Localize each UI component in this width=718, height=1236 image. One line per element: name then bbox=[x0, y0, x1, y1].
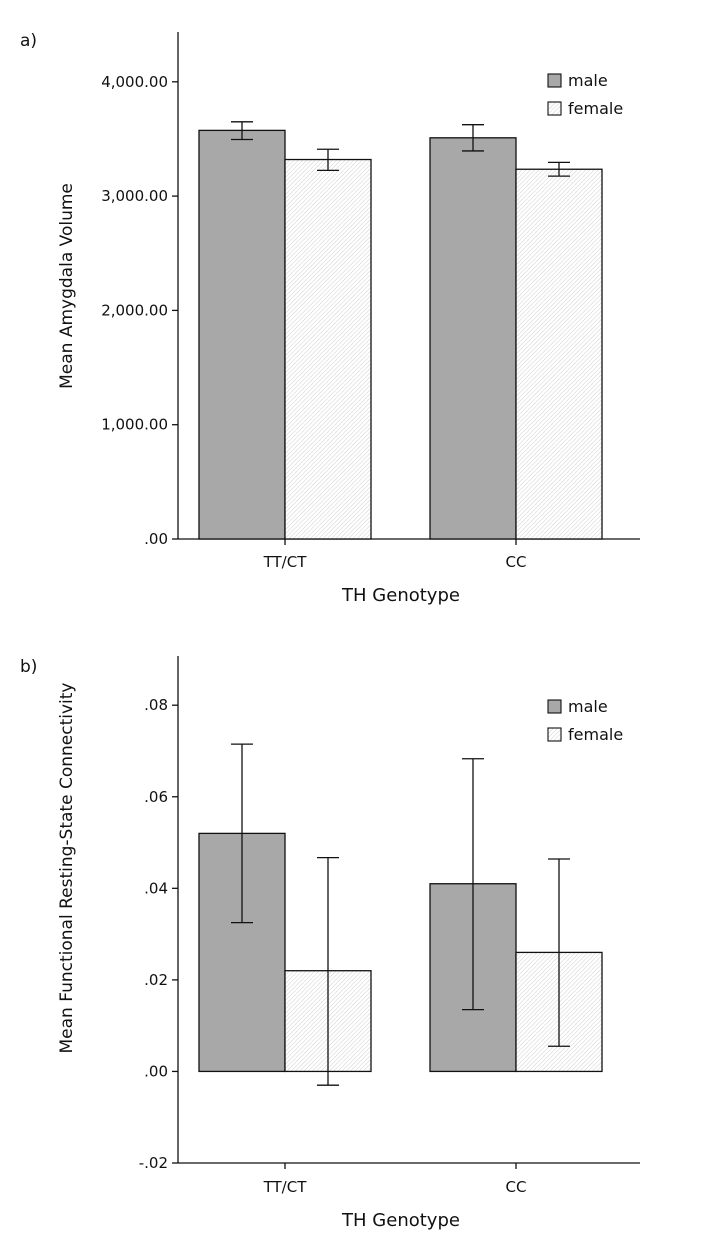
x-tick-label: CC bbox=[506, 553, 527, 571]
panel-label: a) bbox=[20, 31, 37, 51]
x-tick-label: TT/CT bbox=[263, 1178, 308, 1196]
y-tick-label: .04 bbox=[144, 879, 168, 897]
legend-swatch-male bbox=[547, 73, 562, 88]
x-axis-label: TH Genotype bbox=[341, 1210, 460, 1231]
y-tick-label: 4,000.00 bbox=[101, 73, 168, 91]
chart-panel-b: b) -.02 .00 .02 .04 .06 .08 Mean Functional Res… bbox=[20, 656, 640, 1231]
legend-swatch-female bbox=[547, 101, 562, 116]
y-tick-label: .00 bbox=[144, 1062, 168, 1080]
legend-label-male: male bbox=[568, 71, 608, 90]
x-tick-label: TT/CT bbox=[263, 553, 308, 571]
y-axis-label: Mean Amygdala Volume bbox=[57, 183, 77, 389]
chart-panel-a: a) .00 1,000.00 2,000.00 3,000.00 4,000.00 Mea… bbox=[20, 31, 640, 606]
bar-female-ttct bbox=[284, 158, 372, 540]
legend-swatch-male bbox=[547, 699, 562, 714]
legend: male female bbox=[547, 71, 623, 118]
y-axis-label: Mean Functional Resting-State Connectivi… bbox=[57, 683, 77, 1054]
bar-male-ttct bbox=[198, 129, 286, 540]
legend-label-male: male bbox=[568, 697, 608, 716]
y-tick-label: 2,000.00 bbox=[101, 301, 168, 319]
x-axis-label: TH Genotype bbox=[341, 585, 460, 606]
y-tick-label: .00 bbox=[144, 530, 168, 548]
bar-female-cc bbox=[515, 168, 603, 540]
legend-swatch-female bbox=[547, 727, 562, 742]
legend-label-female: female bbox=[568, 99, 623, 118]
legend-label-female: female bbox=[568, 725, 623, 744]
y-tick-label: .08 bbox=[144, 696, 168, 714]
y-tick-label: 1,000.00 bbox=[101, 416, 168, 434]
panel-label: b) bbox=[20, 657, 37, 677]
x-tick-label: CC bbox=[506, 1178, 527, 1196]
bar-male-cc bbox=[429, 137, 517, 540]
y-tick-label: .02 bbox=[144, 971, 168, 989]
y-tick-label: .06 bbox=[144, 788, 168, 806]
y-tick-label: -.02 bbox=[139, 1154, 168, 1172]
y-tick-label: 3,000.00 bbox=[101, 187, 168, 205]
legend: male female bbox=[547, 697, 623, 744]
